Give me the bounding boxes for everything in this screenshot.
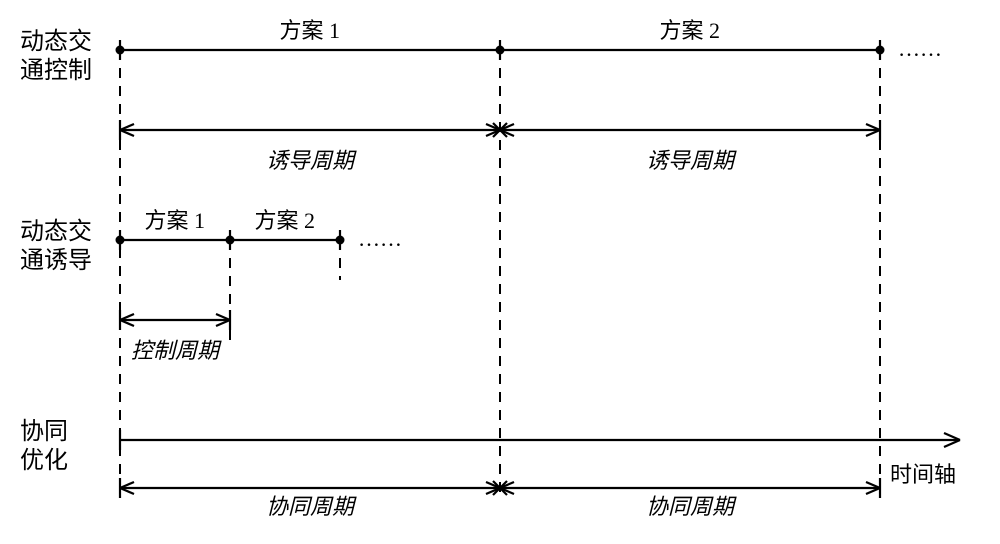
axis-label: 时间轴 bbox=[890, 462, 956, 488]
row5-label: 协同 优化 bbox=[20, 418, 68, 476]
row4-italic: 控制周期 bbox=[131, 338, 219, 364]
row2-left-italic: 诱导周期 bbox=[266, 148, 354, 174]
row1-label: 动态交 通控制 bbox=[20, 28, 92, 86]
row3-dots: …… bbox=[358, 226, 402, 252]
row3-scheme1: 方案 1 bbox=[145, 208, 206, 234]
row1-scheme1: 方案 1 bbox=[280, 18, 341, 44]
row6-right-italic: 协同周期 bbox=[646, 494, 734, 520]
diagram-svg bbox=[0, 0, 1000, 544]
row3-label: 动态交 通诱导 bbox=[20, 218, 92, 276]
row2-right-italic: 诱导周期 bbox=[646, 148, 734, 174]
row3-scheme2: 方案 2 bbox=[255, 208, 316, 234]
row6-left-italic: 协同周期 bbox=[266, 494, 354, 520]
row1-scheme2: 方案 2 bbox=[660, 18, 721, 44]
row1-dots: …… bbox=[898, 36, 942, 62]
